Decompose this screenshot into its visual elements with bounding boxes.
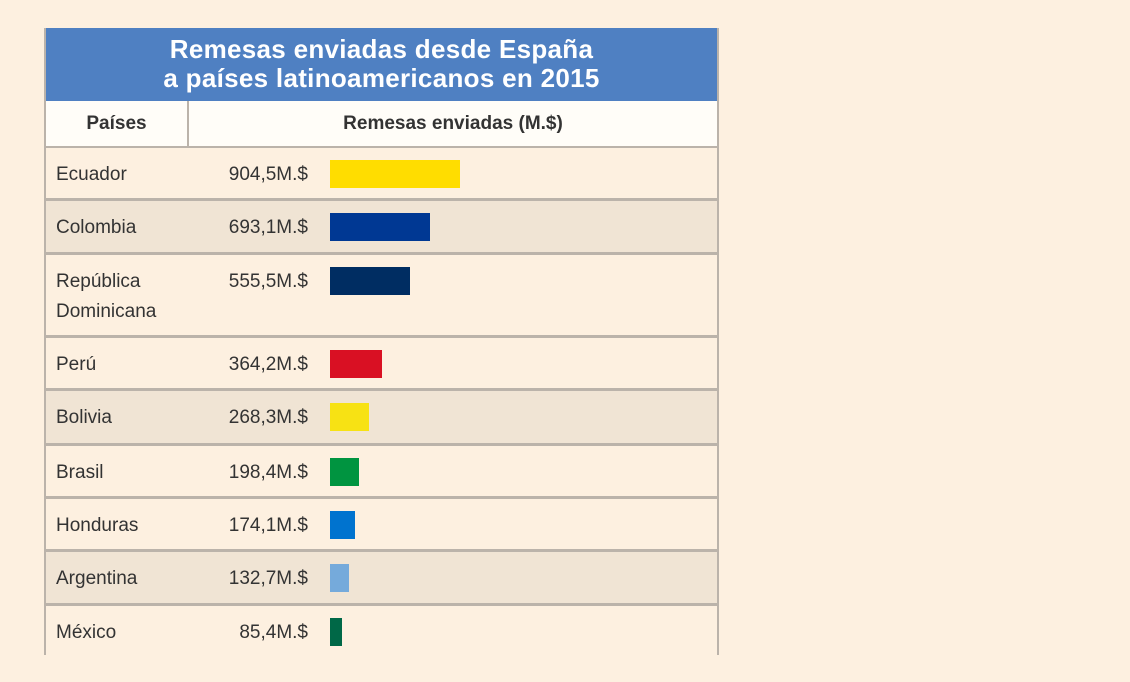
- table-row: Brasil 198,4M.$: [46, 446, 717, 499]
- table-row: México 85,4M.$: [46, 606, 717, 655]
- title-line-1: Remesas enviadas desde España: [169, 34, 594, 64]
- bar: [330, 564, 349, 592]
- bar: [330, 267, 410, 295]
- country-name: Bolivia: [56, 407, 112, 428]
- country-name: Argentina: [56, 568, 138, 589]
- value-label: 693,1M.$: [228, 217, 308, 238]
- country-name: México: [56, 622, 117, 643]
- bar: [330, 618, 342, 646]
- table-body: Ecuador 904,5M.$ Colombia 693,1M.$ República…: [46, 148, 717, 655]
- table-row: República Dominicana 555,5M.$: [46, 255, 717, 338]
- value-label: 904,5M.$: [228, 164, 308, 185]
- chart-title: Remesas enviadas desde España a países l…: [46, 28, 717, 101]
- country-name: República Dominicana: [56, 271, 157, 322]
- value-label: 555,5M.$: [228, 271, 308, 292]
- header-remittances: Remesas enviadas (M.$): [343, 113, 563, 134]
- table-row: Ecuador 904,5M.$: [46, 148, 717, 201]
- country-name: Perú: [56, 354, 97, 375]
- country-name: Colombia: [56, 217, 137, 238]
- column-headers: Países Remesas enviadas (M.$): [46, 101, 717, 148]
- country-name: Ecuador: [56, 164, 127, 185]
- value-label: 85,4M.$: [239, 622, 308, 643]
- title-line-2: a países latinoamericanos en 2015: [163, 63, 600, 93]
- table-row: Bolivia 268,3M.$: [46, 391, 717, 446]
- bar: [330, 213, 430, 241]
- header-countries: Países: [46, 101, 189, 146]
- bar: [330, 511, 355, 539]
- bar: [330, 160, 460, 188]
- remittances-table: Remesas enviadas desde España a países l…: [44, 28, 719, 655]
- bar: [330, 458, 359, 486]
- table-row: Colombia 693,1M.$: [46, 201, 717, 255]
- value-label: 198,4M.$: [228, 462, 308, 483]
- table-row: Honduras 174,1M.$: [46, 499, 717, 552]
- country-name: Honduras: [56, 515, 139, 536]
- bar: [330, 403, 369, 431]
- table-row: Perú 364,2M.$: [46, 338, 717, 391]
- country-name: Brasil: [56, 462, 104, 483]
- value-label: 364,2M.$: [228, 354, 308, 375]
- bar: [330, 350, 382, 378]
- value-label: 268,3M.$: [228, 407, 308, 428]
- value-label: 132,7M.$: [228, 568, 308, 589]
- table-row: Argentina 132,7M.$: [46, 552, 717, 606]
- value-label: 174,1M.$: [228, 515, 308, 536]
